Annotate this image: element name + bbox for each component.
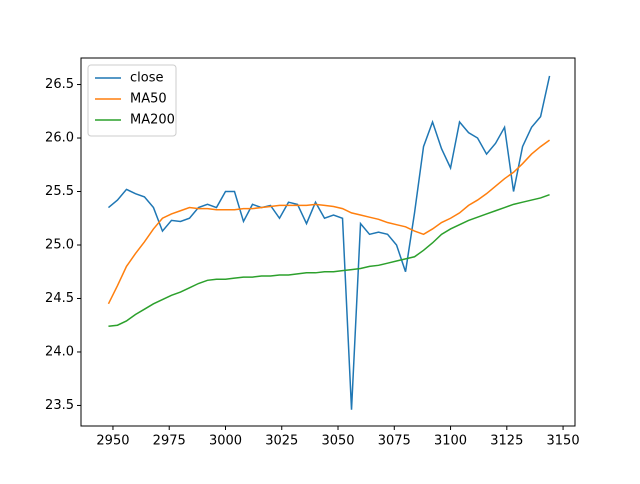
series-line bbox=[107, 75, 551, 410]
x-tick-label: 3150 bbox=[547, 434, 580, 449]
legend-label: MA50 bbox=[130, 92, 167, 107]
x-tick-label: 3075 bbox=[378, 434, 411, 449]
y-tick-label: 24.5 bbox=[45, 291, 74, 306]
y-tick-label: 25.0 bbox=[45, 237, 74, 252]
y-tick-label: 26.0 bbox=[45, 131, 74, 146]
x-tick-label: 3100 bbox=[434, 434, 467, 449]
x-tick-label: 3125 bbox=[490, 434, 523, 449]
series-line bbox=[107, 139, 551, 305]
x-tick-label: 3000 bbox=[209, 434, 242, 449]
x-tick-label: 3050 bbox=[321, 434, 354, 449]
y-tick-label: 25.5 bbox=[45, 184, 74, 199]
y-tick-label: 26.5 bbox=[45, 77, 74, 92]
legend-label: MA200 bbox=[130, 113, 175, 128]
x-tick-label: 2950 bbox=[96, 434, 129, 449]
y-tick-label: 23.5 bbox=[45, 398, 74, 413]
x-tick-label: 2975 bbox=[153, 434, 186, 449]
axes-frame bbox=[80, 57, 576, 427]
x-tick-label: 3025 bbox=[265, 434, 298, 449]
series-line bbox=[108, 194, 550, 328]
legend-label: close bbox=[130, 71, 163, 86]
y-tick-label: 24.0 bbox=[45, 344, 74, 359]
legend-box bbox=[87, 64, 177, 137]
